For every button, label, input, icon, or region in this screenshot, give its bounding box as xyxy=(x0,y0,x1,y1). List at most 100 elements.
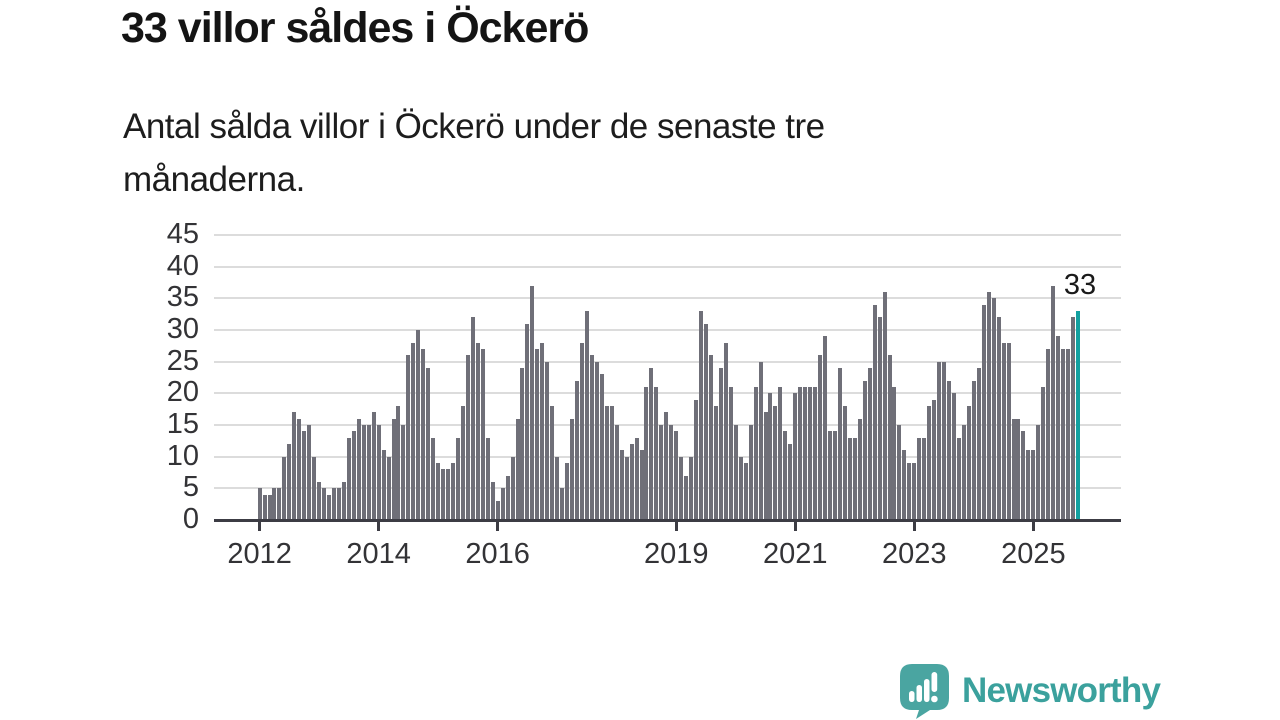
bar xyxy=(361,425,366,520)
bar xyxy=(436,463,441,520)
y-tick-label: 25 xyxy=(166,344,199,377)
bar xyxy=(743,463,748,520)
bar xyxy=(287,444,292,520)
bar xyxy=(1071,317,1076,520)
bar xyxy=(728,387,733,520)
bar xyxy=(406,355,411,520)
bar xyxy=(684,475,689,520)
bar xyxy=(763,412,768,520)
bar xyxy=(1046,349,1051,520)
bar xyxy=(1051,285,1056,520)
x-tick-mark xyxy=(496,521,500,531)
bar xyxy=(922,437,927,520)
bar xyxy=(292,412,297,520)
bar xyxy=(530,285,535,520)
bar xyxy=(570,418,575,520)
bar xyxy=(465,355,470,520)
bar xyxy=(480,349,485,520)
bar xyxy=(887,355,892,520)
bar xyxy=(490,482,495,520)
bar xyxy=(847,437,852,520)
bar xyxy=(421,349,426,520)
bar xyxy=(927,406,932,520)
bar xyxy=(322,488,327,520)
bar xyxy=(679,456,684,520)
bar xyxy=(575,380,580,520)
bar xyxy=(386,456,391,520)
gridline xyxy=(214,234,1121,236)
y-tick-label: 0 xyxy=(182,503,199,535)
bar xyxy=(431,437,436,520)
bar xyxy=(713,406,718,520)
bar xyxy=(282,456,287,520)
highlighted-bar xyxy=(1076,311,1080,520)
bar xyxy=(1001,342,1006,520)
x-tick-label: 2019 xyxy=(643,538,709,570)
bar xyxy=(550,406,555,520)
bar xyxy=(272,488,277,520)
bar xyxy=(401,425,406,520)
bar xyxy=(495,501,500,520)
bar xyxy=(475,342,480,520)
bar xyxy=(460,406,465,520)
bar xyxy=(535,349,540,520)
y-tick-label: 30 xyxy=(166,313,199,345)
bar xyxy=(704,323,708,520)
bar xyxy=(738,456,743,520)
gridline xyxy=(214,392,1121,395)
bar xyxy=(257,488,262,520)
bar xyxy=(589,355,594,520)
bar xyxy=(837,368,842,520)
bar xyxy=(441,469,446,520)
bar xyxy=(332,488,336,520)
bar xyxy=(852,437,857,520)
bar xyxy=(525,323,530,520)
bar xyxy=(857,418,862,520)
bar xyxy=(500,488,505,520)
bar xyxy=(877,317,882,520)
bar xyxy=(991,298,996,520)
bar xyxy=(545,361,550,520)
bar xyxy=(629,444,634,520)
x-tick-label: 2021 xyxy=(763,538,828,570)
bar xyxy=(540,342,545,520)
bar xyxy=(778,387,783,520)
last-value-label: 33 xyxy=(1063,269,1097,301)
bar xyxy=(907,463,912,520)
bar xyxy=(356,418,361,520)
x-tick-mark xyxy=(912,521,916,531)
bar xyxy=(411,342,416,520)
bar xyxy=(1006,342,1011,520)
bar xyxy=(659,425,664,520)
y-tick-label: 40 xyxy=(166,249,199,282)
bar xyxy=(594,361,599,520)
bar xyxy=(381,450,386,520)
bar xyxy=(942,361,947,520)
bar xyxy=(808,387,813,520)
bar xyxy=(302,431,307,520)
bar xyxy=(510,456,515,520)
y-tick-label: 10 xyxy=(166,439,199,472)
bar xyxy=(956,437,961,520)
brand-footer: Newsworthy xyxy=(900,663,1161,719)
x-tick-mark xyxy=(377,521,381,531)
y-tick-label: 35 xyxy=(166,281,199,314)
bar xyxy=(674,431,679,520)
bar xyxy=(366,425,371,520)
bar xyxy=(1056,336,1061,520)
bar xyxy=(376,425,381,520)
bar xyxy=(485,437,490,520)
bar xyxy=(371,412,376,520)
bar xyxy=(1031,450,1036,520)
bar xyxy=(604,406,609,520)
bar xyxy=(624,456,629,520)
bar xyxy=(966,406,971,520)
y-tick-label: 20 xyxy=(166,376,199,409)
bar xyxy=(758,361,763,520)
bar xyxy=(708,355,713,520)
bar xyxy=(505,475,510,520)
bar xyxy=(932,399,937,520)
bar xyxy=(862,380,867,520)
bar xyxy=(327,494,332,520)
bar xyxy=(773,406,778,520)
